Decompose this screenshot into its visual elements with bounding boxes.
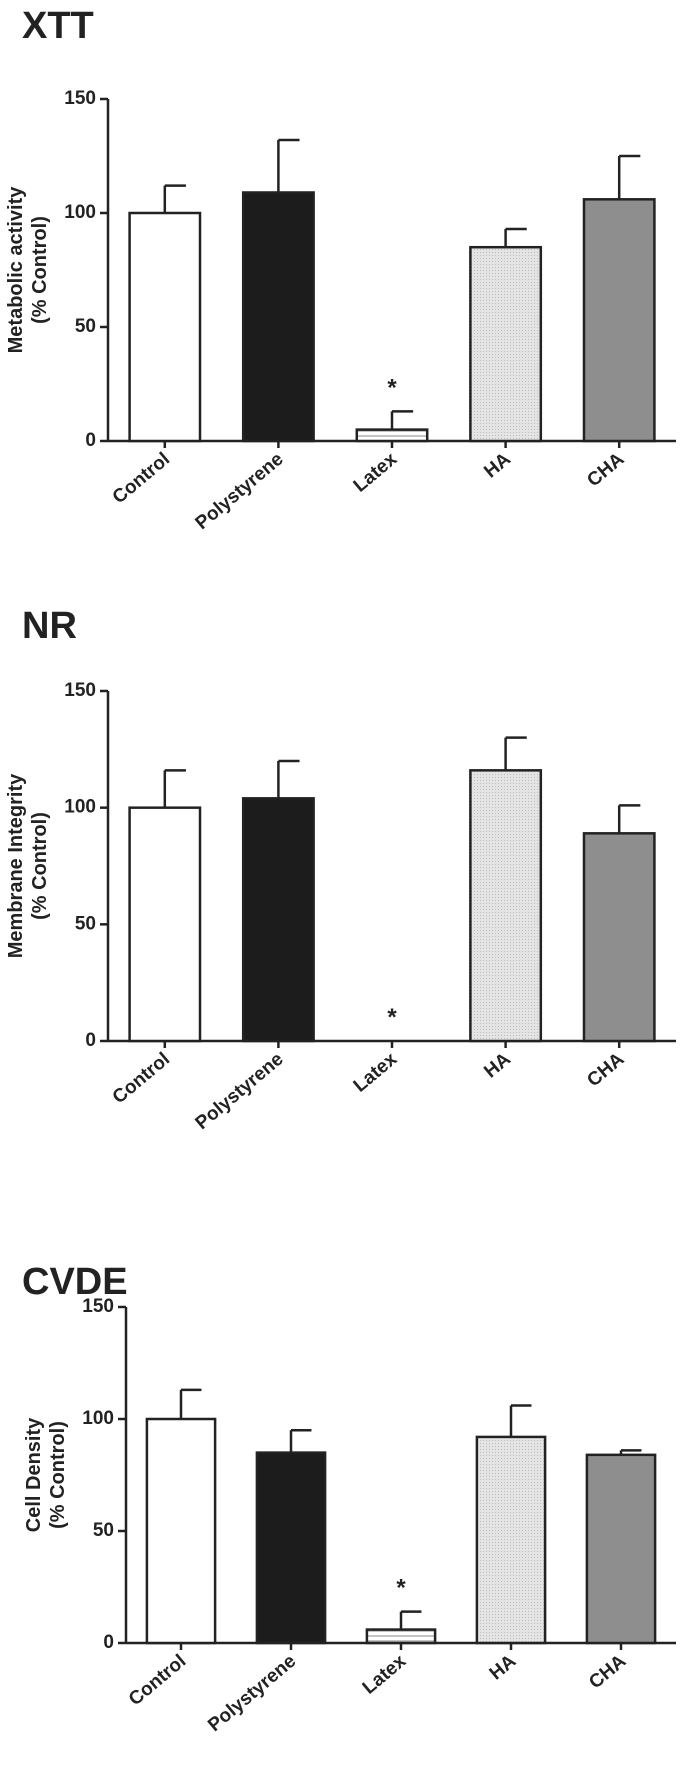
x-tick-label: Control bbox=[109, 449, 174, 509]
bar bbox=[145, 1417, 217, 1645]
y-tick-label: 150 bbox=[64, 680, 96, 701]
bar bbox=[469, 245, 543, 443]
bar bbox=[365, 1628, 437, 1645]
y-axis-label-line: Cell Density bbox=[23, 1417, 45, 1532]
chart-title: XTT bbox=[22, 5, 94, 47]
chart-title: CVDE bbox=[22, 1261, 128, 1303]
bar bbox=[582, 198, 656, 443]
y-axis-label: Cell Density (% Control) bbox=[23, 1417, 69, 1532]
y-axis-label-line: (% Control) bbox=[29, 812, 51, 920]
y-tick-label: 50 bbox=[93, 1520, 114, 1541]
y-tick-label: 50 bbox=[75, 913, 96, 934]
y-tick-label: 100 bbox=[64, 797, 96, 818]
y-axis-label-line: (% Control) bbox=[29, 216, 51, 324]
y-tick-label: 0 bbox=[85, 430, 96, 451]
x-tick-label: Control bbox=[125, 1651, 190, 1711]
bar bbox=[475, 1435, 547, 1645]
y-axis-label: Membrane Integrity (% Control) bbox=[5, 773, 51, 958]
y-tick-label: 0 bbox=[103, 1632, 114, 1653]
x-tick-label: Latex bbox=[350, 1048, 402, 1096]
annotation: * bbox=[396, 1575, 406, 1602]
x-tick-label: Control bbox=[109, 1049, 174, 1109]
bar bbox=[241, 797, 315, 1043]
x-tick-label: Polystyrene bbox=[204, 1651, 300, 1736]
chart-panel: XTT Metabolic activity (% Control) 0 50 100 15… bbox=[5, 5, 676, 534]
y-tick-label: 150 bbox=[82, 1296, 114, 1317]
y-tick-label: 150 bbox=[64, 88, 96, 109]
bar bbox=[128, 211, 202, 443]
bar bbox=[128, 806, 202, 1043]
x-tick-label: Latex bbox=[350, 448, 402, 496]
y-tick-label: 0 bbox=[85, 1030, 96, 1051]
bar bbox=[585, 1453, 657, 1645]
y-axis-label: Metabolic activity (% Control) bbox=[5, 186, 51, 354]
y-axis-label-line: (% Control) bbox=[47, 1421, 69, 1529]
chart-title: NR bbox=[22, 605, 77, 647]
x-tick-label: Polystyrene bbox=[192, 1049, 288, 1134]
x-tick-label: HA bbox=[486, 1651, 521, 1685]
chart-panel: NR Membrane Integrity (% Control) 0 50 100 150… bbox=[5, 605, 676, 1134]
x-tick-label: Latex bbox=[359, 1650, 411, 1698]
y-axis-label-line: Membrane Integrity bbox=[5, 773, 27, 958]
y-axis-label-line: Metabolic activity bbox=[5, 186, 27, 354]
bar bbox=[255, 1451, 327, 1645]
bar bbox=[241, 191, 315, 443]
x-tick-label: HA bbox=[480, 449, 515, 483]
x-tick-label: CHA bbox=[583, 1049, 628, 1092]
bar bbox=[582, 832, 656, 1043]
y-tick-label: 100 bbox=[64, 202, 96, 223]
annotation: * bbox=[387, 1004, 397, 1031]
x-tick-label: Polystyrene bbox=[192, 449, 288, 534]
x-tick-label: HA bbox=[480, 1049, 515, 1083]
annotation: * bbox=[387, 374, 397, 401]
y-tick-label: 50 bbox=[75, 316, 96, 337]
bar bbox=[469, 769, 543, 1043]
x-tick-label: CHA bbox=[585, 1651, 630, 1694]
chart-panel: CVDE Cell Density (% Control) 0 50 100 150 Cont… bbox=[22, 1261, 676, 1736]
x-tick-label: CHA bbox=[583, 449, 628, 492]
y-tick-label: 100 bbox=[82, 1408, 114, 1429]
bar bbox=[355, 428, 429, 443]
